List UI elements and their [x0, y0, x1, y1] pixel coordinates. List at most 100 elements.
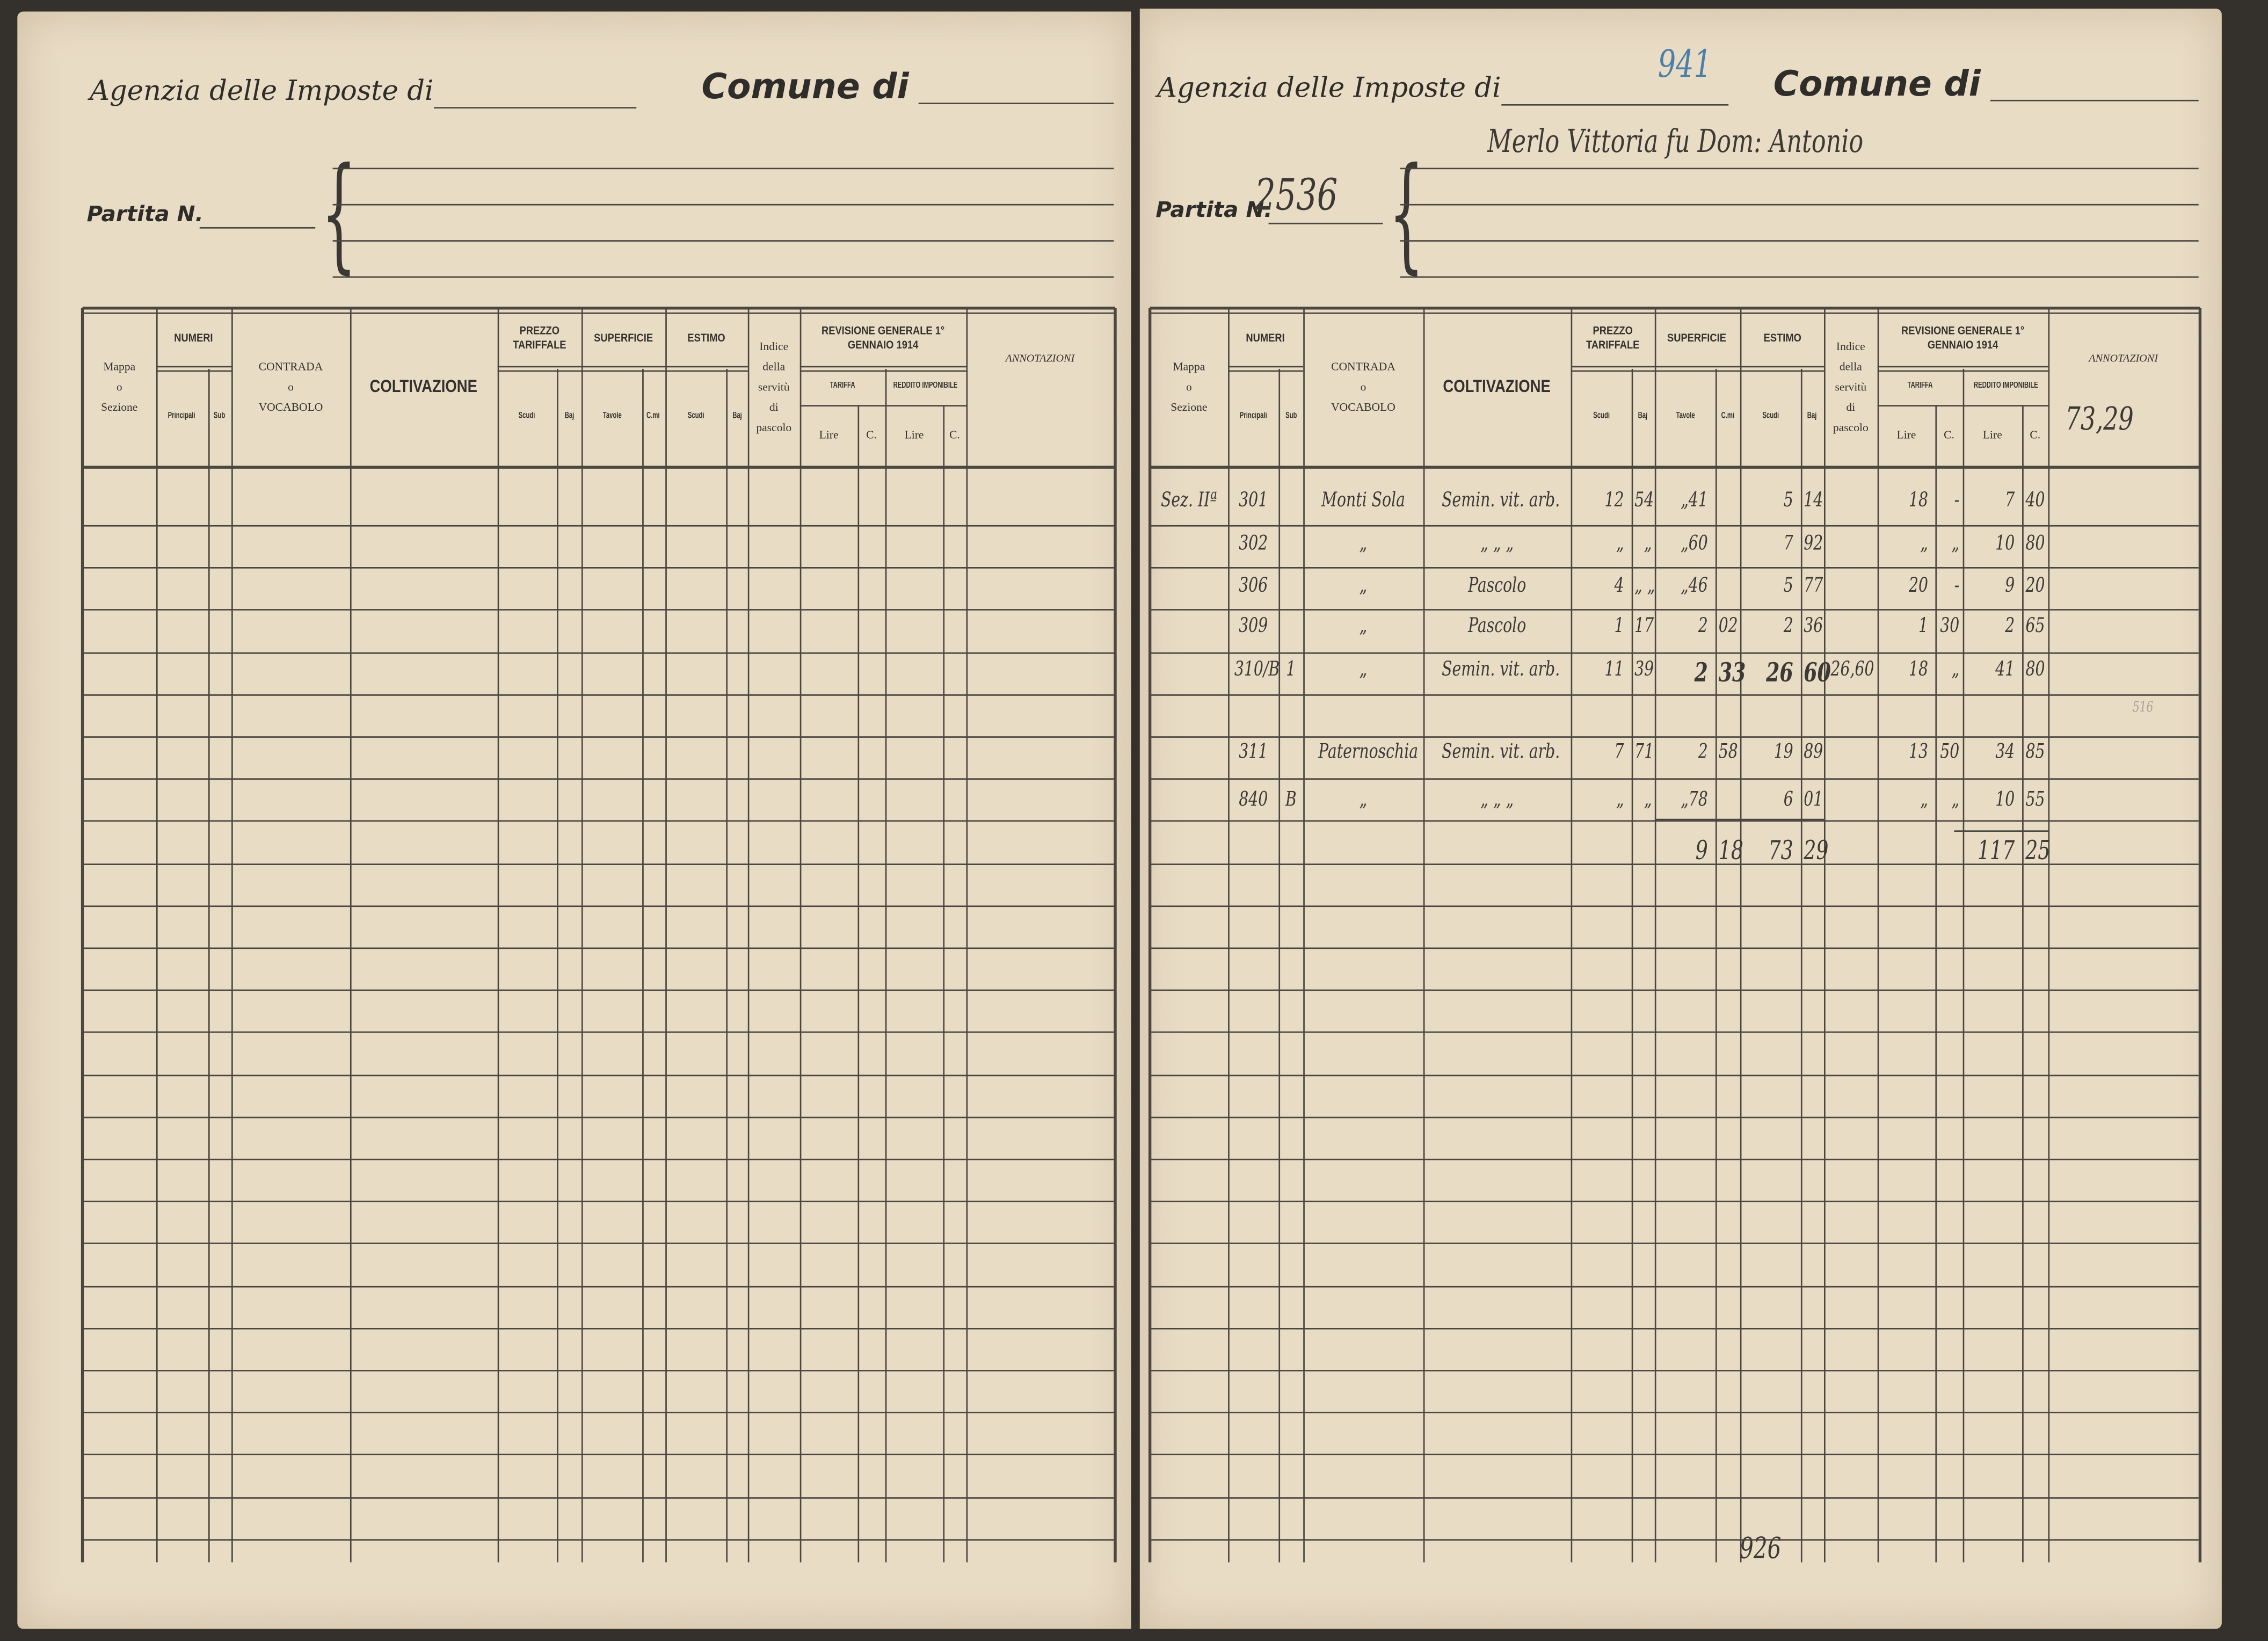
cell-reddito_lire: 10 [1995, 532, 2015, 556]
cell-tariffa_c: - [1954, 574, 1960, 598]
header-indice-line: pascolo [756, 420, 792, 433]
cell-reddito_lire: 2 [2005, 614, 2015, 638]
header-revisione: REVISIONE GENERALE 1° GENNAIO 1914 [800, 308, 966, 369]
header-prezzo-tariffale-text: PREZZO TARIFFALE [513, 324, 566, 352]
header-sub: Sub [208, 369, 231, 466]
cell-indice: 26,60 [1830, 658, 1874, 681]
cell-principali: 309 [1239, 614, 1268, 638]
rule-line [1150, 1116, 2199, 1118]
header-indice-line: di [1846, 400, 1856, 413]
cell-tariffa_c: „ [1951, 532, 1960, 556]
cell-principali: 310/B [1234, 658, 1280, 681]
header-numeri: NUMERI [156, 308, 231, 369]
header-indice-line: Indice [759, 339, 789, 352]
cell-reddito_c: 85 [2025, 740, 2045, 764]
header-cmi-text: C.mi [647, 412, 660, 421]
header-annotazioni-text: ANNOTAZIONI [1005, 351, 1075, 365]
header-mappa-line: Mappa [103, 359, 136, 373]
cell-tariffa_lire: 20 [1908, 574, 1928, 598]
header-coltivazione: COLTIVAZIONE [350, 308, 498, 466]
cell-tariffa_lire: 18 [1908, 658, 1928, 681]
cell-estimo_scudi: 2 [1783, 614, 1793, 638]
header-tariffa-text: TARIFFA [830, 381, 855, 390]
header-prezzo-scudi: Scudi [498, 369, 557, 466]
header-sub-text: Sub [1285, 412, 1297, 421]
rule-line [1150, 466, 2200, 469]
header-superficie: SUPERFICIE [581, 308, 665, 369]
rule-line [1150, 863, 2199, 865]
header-annotazioni: ANNOTAZIONI [2048, 308, 2199, 408]
rule-line [1150, 651, 2199, 654]
cell-sup_tavole: „60 [1681, 532, 1708, 556]
rule-line [1150, 778, 2199, 780]
header-prezzo-scudi: Scudi [1571, 369, 1632, 466]
header-mappa: Mappa o Sezione [1150, 308, 1228, 466]
owner-name: Merlo Vittoria fu Dom: Antonio [1487, 124, 1864, 161]
rule-line [82, 1158, 1114, 1160]
cell-reddito_lire: 34 [1995, 740, 2015, 764]
cell-sup_tavole: „46 [1681, 574, 1708, 598]
rule-line [1150, 990, 2199, 991]
total-sup_cmi: 18 [1718, 836, 1743, 867]
header-prezzo-scudi-text: Scudi [519, 412, 536, 421]
header-estimo-text: ESTIMO [687, 331, 726, 345]
header-estimo-scudi: Scudi [665, 369, 726, 466]
cell-estimo_scudi: 26 [1766, 658, 1793, 689]
header-tavole-text: Tavole [1675, 412, 1695, 421]
rule-line [1954, 830, 2048, 832]
cell-estimo_baj: 77 [1804, 574, 1823, 598]
cell-contrada: Monti Sola [1321, 489, 1405, 512]
cell-prezzo_baj: 54 [1634, 489, 1654, 512]
header-indice-line: della [1839, 359, 1862, 373]
header-mappa-line: Sezione [101, 400, 138, 413]
rule-line [82, 736, 1114, 738]
column-line [2022, 405, 2024, 1563]
rule-line [1150, 307, 2200, 310]
header-prezzo-tariffale: PREZZO TARIFFALE [1571, 308, 1655, 369]
total-estimo_scudi: 73 [1768, 836, 1793, 867]
cell-reddito_lire: 7 [2005, 489, 2015, 512]
header-coltivazione: COLTIVAZIONE [1423, 308, 1571, 466]
header-reddito-c: C. [2022, 405, 2048, 466]
rule-line [1150, 1074, 2199, 1076]
cell-sup_tavole: 2 [1698, 740, 1708, 764]
header-tariffa: TARIFFA [800, 369, 885, 405]
comune-label: Comune di [1773, 63, 1981, 104]
rule-line [1150, 1158, 2199, 1160]
rule-line [82, 863, 1114, 865]
header-principali: Principali [156, 369, 208, 466]
cell-tariffa_lire: 18 [1908, 489, 1928, 512]
rule-line [82, 651, 1114, 654]
header-contrada-line: o [1360, 380, 1366, 393]
agenzia-label: Agenzia delle Imposte di [1157, 72, 1501, 104]
header-tariffa-lire-text: Lire [1896, 428, 1916, 441]
rule-line [1400, 168, 2199, 170]
rule-line [82, 1201, 1114, 1203]
cell-contrada: „ [1359, 574, 1368, 598]
cell-estimo_baj: 89 [1804, 740, 1823, 764]
cell-prezzo_baj: 17 [1634, 614, 1654, 638]
header-numeri: NUMERI [1228, 308, 1303, 369]
header-reddito: REDDITO IMPONIBILE [885, 369, 966, 405]
rule-line [82, 1497, 1114, 1498]
header-indice: Indice della servitù di pascolo [1824, 308, 1878, 466]
cell-sup_tavole: „41 [1681, 489, 1708, 512]
column-line [1631, 368, 1633, 1563]
rule-line [1150, 821, 2199, 823]
rule-line [1400, 240, 2199, 242]
header-principali-text: Principali [168, 412, 196, 421]
header-cmi: C.mi [642, 369, 665, 466]
agenzia-label: Agenzia delle Imposte di [90, 75, 434, 107]
cell-reddito_c: 40 [2025, 489, 2045, 512]
cell-prezzo_scudi: 7 [1614, 740, 1624, 764]
column-line [557, 368, 558, 1563]
rule-line [332, 204, 1114, 206]
rule-line [1150, 1370, 2199, 1371]
cell-tariffa_c: 30 [1940, 614, 1960, 638]
comune-label: Comune di [701, 66, 909, 107]
rule-line [82, 1412, 1114, 1414]
total-sup_tavole: 9 [1695, 836, 1708, 867]
header-numeri-text: NUMERI [1246, 331, 1285, 345]
column-line [208, 368, 210, 1563]
rule-line [1400, 276, 2199, 278]
